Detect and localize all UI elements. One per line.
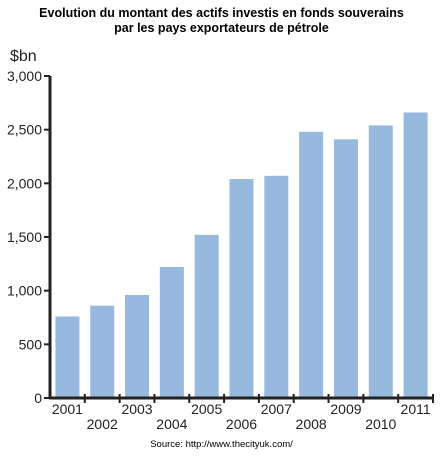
x-tick-label: 2005 <box>191 401 222 417</box>
y-tick-label: 2,500 <box>7 122 42 138</box>
y-tick-label: 1,000 <box>7 283 42 299</box>
x-tick-label: 2009 <box>330 401 361 417</box>
y-axis: $bn 0 500 1,000 1,500 2,000 2,500 3,000 <box>7 48 52 406</box>
x-tick-label: 2010 <box>365 416 396 432</box>
y-tick-label: 1,500 <box>7 229 42 245</box>
x-tick-label: 2004 <box>156 416 187 432</box>
x-tick-label: 2011 <box>401 401 431 417</box>
bar <box>125 294 150 398</box>
bar <box>333 139 358 398</box>
chart-title: Evolution du montant des actifs investis… <box>0 6 443 36</box>
x-tick-label: 2003 <box>121 401 152 417</box>
bar <box>403 112 428 398</box>
y-tick-label: 2,000 <box>7 175 42 191</box>
x-tick-label: 2001 <box>52 401 83 417</box>
x-tick-label: 2002 <box>87 416 118 432</box>
bar <box>299 131 324 398</box>
y-axis-label: $bn <box>10 48 37 65</box>
x-tick-label: 2006 <box>226 416 257 432</box>
y-tick-label: 0 <box>34 390 42 406</box>
x-tick-label: 2008 <box>296 416 327 432</box>
bar <box>55 316 80 398</box>
bar <box>90 305 115 398</box>
bar <box>264 175 289 398</box>
bar <box>159 267 184 398</box>
x-tick-label: 2007 <box>261 401 292 417</box>
x-axis: 2001200220032004200520062007200820092010… <box>49 394 434 432</box>
bar <box>194 234 219 398</box>
bar <box>229 179 254 398</box>
bar <box>368 125 393 398</box>
chart-title-line-1: Evolution du montant des actifs investis… <box>39 6 404 20</box>
source-note: Source: http://www.thecityuk.com/ <box>150 439 293 450</box>
y-tick-label: 500 <box>19 336 43 352</box>
chart-title-line-2: par les pays exportateurs de pétrole <box>114 21 329 35</box>
y-tick-label: 3,000 <box>7 68 42 84</box>
bars <box>55 112 428 398</box>
